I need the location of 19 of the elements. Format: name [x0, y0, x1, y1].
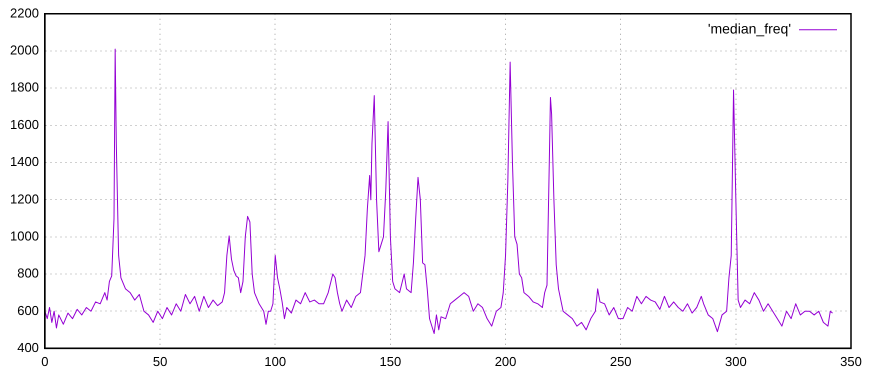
x-tick-label: 300 — [724, 354, 747, 369]
y-tick-label: 400 — [17, 340, 39, 355]
y-tick-label: 1600 — [10, 116, 39, 132]
x-tick-label: 50 — [152, 354, 168, 369]
x-tick-label: 100 — [264, 354, 286, 369]
x-tick-label: 200 — [494, 354, 516, 369]
y-tick-label: 800 — [17, 266, 39, 281]
x-tick-label: 150 — [380, 354, 402, 369]
x-tick-label: 250 — [610, 354, 632, 369]
y-tick-label: 2000 — [10, 42, 39, 58]
x-tick-label: 0 — [41, 354, 49, 369]
legend-label: 'median_freq' — [708, 20, 791, 37]
y-tick-label: 600 — [17, 302, 39, 318]
y-tick-label: 1000 — [10, 228, 39, 244]
y-tick-label: 2200 — [10, 5, 39, 20]
y-tick-label: 1800 — [10, 80, 39, 95]
x-tick-label: 350 — [840, 354, 862, 369]
y-tick-label: 1200 — [10, 191, 39, 206]
y-tick-label: 1400 — [10, 154, 39, 170]
